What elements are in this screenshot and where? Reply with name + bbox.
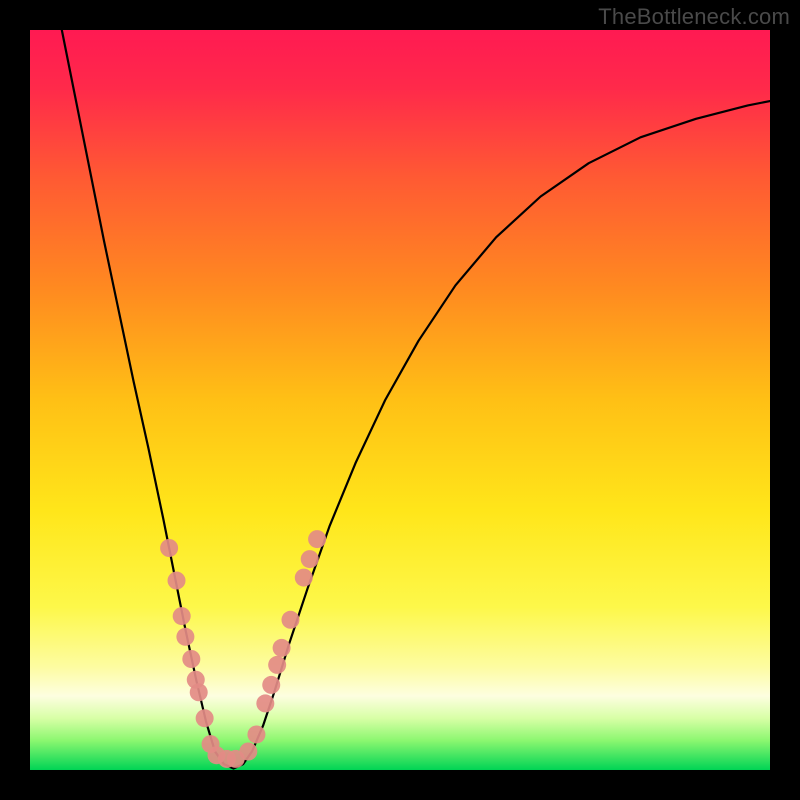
- data-marker: [281, 611, 299, 629]
- data-marker: [256, 694, 274, 712]
- data-marker: [308, 530, 326, 548]
- data-marker: [190, 683, 208, 701]
- data-marker: [160, 539, 178, 557]
- data-marker: [196, 709, 214, 727]
- data-marker: [168, 572, 186, 590]
- data-marker: [173, 607, 191, 625]
- data-marker: [301, 550, 319, 568]
- data-marker: [262, 676, 280, 694]
- data-marker: [247, 725, 265, 743]
- chart-stage: TheBottleneck.com: [0, 0, 800, 800]
- data-marker: [182, 650, 200, 668]
- gradient-panel: [30, 30, 770, 770]
- data-marker: [268, 656, 286, 674]
- bottleneck-chart: [0, 0, 800, 800]
- data-marker: [239, 743, 257, 761]
- data-marker: [295, 569, 313, 587]
- data-marker: [273, 639, 291, 657]
- watermark-text: TheBottleneck.com: [598, 4, 790, 30]
- data-marker: [176, 628, 194, 646]
